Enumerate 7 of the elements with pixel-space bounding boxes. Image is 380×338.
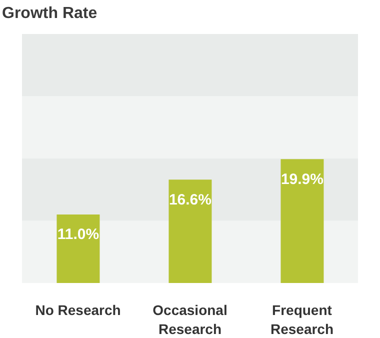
data-label: 16.6% bbox=[168, 191, 212, 208]
x-tick-label: No Research bbox=[35, 302, 121, 318]
data-label: 19.9% bbox=[280, 170, 324, 188]
x-tick-label: Frequent Research bbox=[270, 302, 334, 337]
chart-title: Growth Rate bbox=[2, 5, 98, 23]
x-tick-label: Occasional Research bbox=[152, 302, 228, 337]
data-label: 11.0% bbox=[57, 226, 100, 244]
